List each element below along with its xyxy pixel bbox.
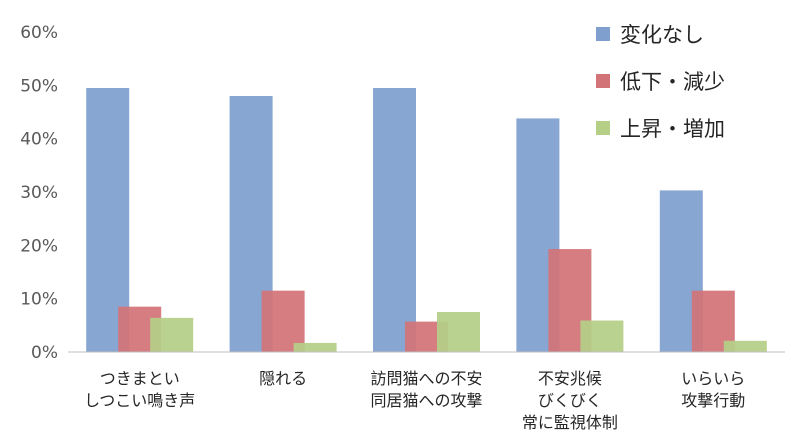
x-category-label: 隠れる <box>259 369 307 388</box>
legend-label: 低下・減少 <box>620 70 725 94</box>
bar-4-2 <box>723 340 767 352</box>
legend-label: 上昇・増加 <box>620 117 725 141</box>
y-tick-label: 40% <box>20 130 58 150</box>
y-axis: 0% 10% 20% 30% 40% 50% 60% <box>20 23 58 363</box>
y-tick-label: 0% <box>31 343 58 363</box>
y-tick-label: 10% <box>20 290 58 310</box>
x-category-label: しつこい鳴き声 <box>84 391 195 410</box>
legend-swatch <box>596 27 610 41</box>
x-category-label: 不安兆候 <box>538 369 602 388</box>
x-category-label: 訪問猫への不安 <box>370 369 482 388</box>
x-category-label: 常に監視体制 <box>522 413 618 432</box>
x-category-label: つきまとい <box>100 369 180 388</box>
x-category-label: 同居猫への攻撃 <box>370 391 482 410</box>
bar-1-1 <box>261 290 305 352</box>
x-category-label: いらいら <box>681 369 745 388</box>
y-tick-label: 30% <box>20 183 58 203</box>
bar-2-2 <box>437 312 480 352</box>
bars <box>86 88 767 353</box>
x-category-label: びくびく <box>538 391 602 410</box>
legend-swatch <box>596 121 610 135</box>
legend-swatch <box>596 74 610 88</box>
bar-0-2 <box>150 317 194 352</box>
legend-label: 変化なし <box>620 23 704 47</box>
bar-3-2 <box>580 320 624 352</box>
x-category-label: 攻撃行動 <box>681 391 745 410</box>
y-tick-label: 60% <box>20 23 58 43</box>
bar-1-2 <box>293 342 337 352</box>
y-tick-label: 20% <box>20 236 58 256</box>
bar-2-0 <box>373 88 416 352</box>
y-tick-label: 50% <box>20 76 58 96</box>
